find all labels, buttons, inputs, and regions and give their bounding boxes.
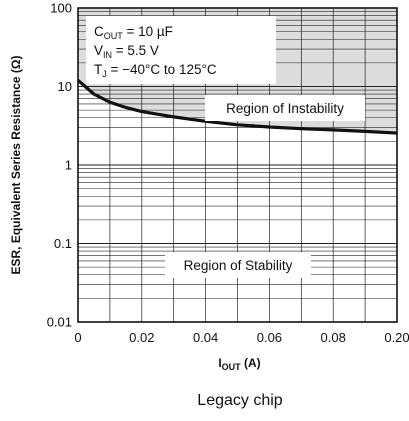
region-of-instability-label: Region of Instability [226, 101, 344, 116]
stability-label-box [165, 252, 311, 278]
x-tick-label: 0.02 [129, 330, 154, 345]
x-tick-label: 0.08 [321, 330, 346, 345]
condition-tj: TJ = −40°C to 125°C [94, 62, 217, 79]
chart-caption: Legacy chip [197, 392, 283, 409]
x-tick-label: 0 [74, 330, 81, 345]
condition-vin: VIN = 5.5 V [94, 43, 159, 60]
y-tick-label: 100 [50, 1, 72, 16]
esr-boundary-curve [76, 79, 398, 135]
condition-cout: COUT = 10 µF [94, 24, 173, 41]
instability-label-box [205, 95, 365, 121]
y-tick-label: 0.01 [47, 315, 72, 330]
x-tick-label: 0.06 [257, 330, 282, 345]
x-tick-label: 0.20 [384, 330, 409, 345]
esr-curve-line [76, 79, 398, 135]
y-axis-label: ESR, Equivalent Series Resistance (Ω) [9, 55, 23, 274]
region-of-stability-label: Region of Stability [184, 258, 293, 273]
plot-frame [77, 7, 398, 323]
x-axis-label: IOUT (A) [218, 356, 260, 372]
axis-tick-labels: 0.01 0.1 1 10 100 0 0.02 0.04 0.06 0.08 0.20 [47, 1, 409, 346]
y-tick-label: 0.1 [54, 236, 72, 251]
y-tick-label: 1 [65, 158, 72, 173]
y-tick-label: 10 [58, 79, 72, 94]
x-tick-label: 0.04 [193, 330, 218, 345]
conditions-box [86, 16, 276, 84]
